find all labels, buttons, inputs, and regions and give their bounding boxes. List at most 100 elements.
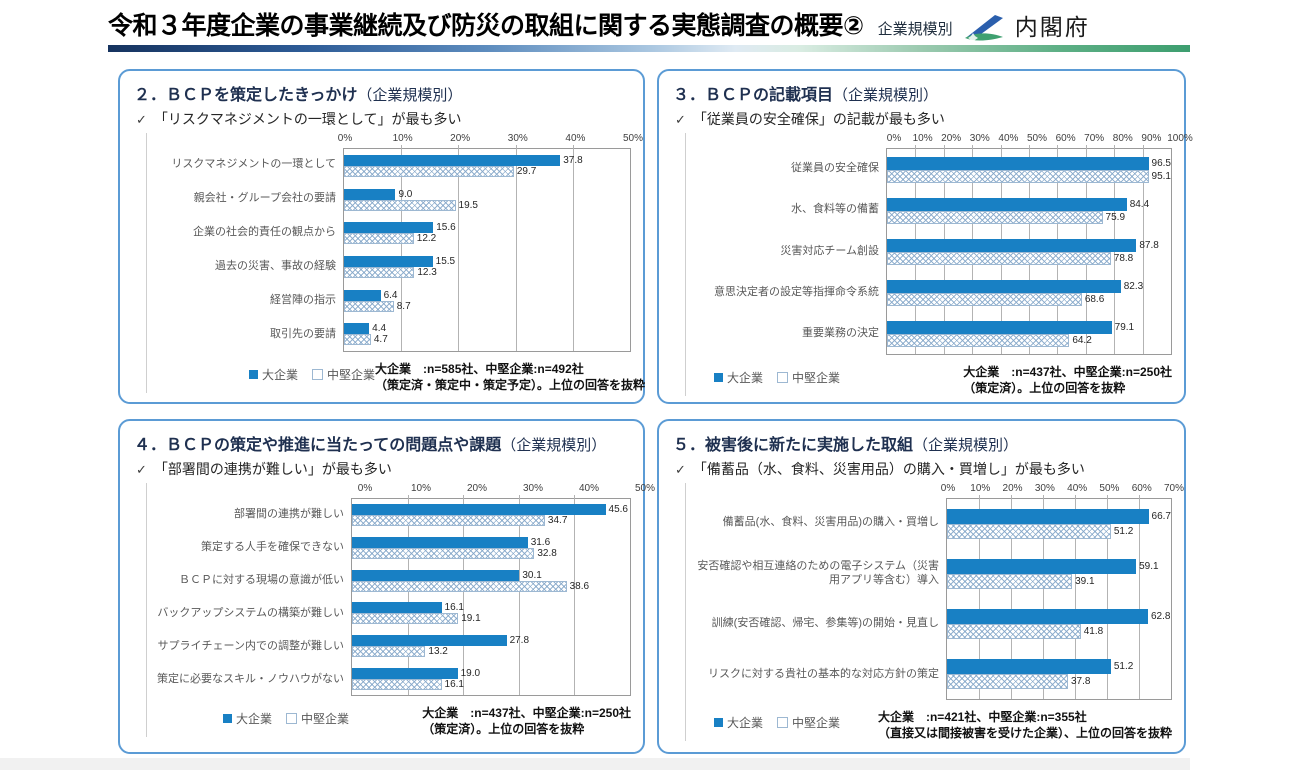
category-label: 重要業務の決定 [802, 327, 879, 340]
bar-row: 30.1 38.6 [352, 564, 630, 597]
legend-item: 大企業 [249, 366, 298, 383]
axis-tick-label: 50% [1099, 483, 1120, 494]
bar-large-company [947, 659, 1111, 674]
legend-swatch-mid-company [312, 369, 324, 380]
bar-value-label: 4.7 [373, 334, 388, 346]
axis-tick-label: 80% [1112, 133, 1133, 144]
bar-value-label: 34.7 [547, 515, 568, 527]
panel-heading: ２．ＢＣＰを策定したきっかけ（企業規模別） [134, 87, 463, 104]
axis-tick-labels: 0% 10% 20% 30% 40% 50% [338, 133, 643, 148]
bar-value-label: 84.4 [1129, 198, 1150, 210]
bar-large-company [947, 509, 1149, 524]
bar-large-company [352, 537, 528, 548]
bar-line: 95.1 [887, 169, 1171, 183]
chart-legend: 大企業 中堅企業 [223, 710, 349, 727]
legend-item: 中堅企業 [777, 369, 840, 386]
bar-row: 27.8 13.2 [352, 630, 630, 663]
axis-tick-label: 40% [565, 133, 586, 144]
bar-row: 31.6 32.8 [352, 532, 630, 565]
category-label: 企業の社会的責任の観点から [193, 226, 336, 239]
axis-tick-label: 0% [940, 483, 956, 494]
bar-value-label: 82.3 [1123, 280, 1144, 292]
category-labels: 部署間の連携が難しい 策定する人手を確保できない ＢＣＰに対する現場の意識が低い バッ… [157, 498, 351, 696]
category-label: 安否確認や相互連絡のための電子システム（災害用アプリ等含む）導入 [697, 560, 939, 586]
category-label: バックアップシステムの構築が難しい [157, 606, 344, 619]
bar-large-company [344, 255, 433, 267]
bar-value-label: 62.8 [1150, 611, 1171, 622]
bar-mid-company [947, 624, 1081, 639]
legend-item: 中堅企業 [286, 710, 349, 727]
bar-value-label: 19.5 [458, 199, 478, 211]
bar-mid-company [947, 574, 1073, 589]
bar-large-company [887, 320, 1112, 334]
axis-tick-label: 40% [578, 483, 600, 494]
bar-mid-company [352, 678, 442, 690]
bar-mid-company [887, 292, 1082, 306]
bar-line: 66.7 [947, 509, 1171, 524]
sample-size-note: 大企業 :n=437社、中堅企業:n=250社 （策定済）。上位の回答を抜粋 [422, 706, 631, 736]
bar-large-company [947, 609, 1148, 624]
panels-grid: ２．ＢＣＰを策定したきっかけ（企業規模別） ✓ 「リスクマネジメントの一環として」… [108, 69, 1193, 754]
bar-value-label: 75.9 [1105, 211, 1126, 223]
axis-tick-label: 20% [1002, 483, 1023, 494]
bar-row: 15.5 12.3 [344, 250, 630, 284]
bar-row: 4.4 4.7 [344, 317, 630, 351]
checkmark-icon: ✓ [675, 112, 686, 127]
bar-value-label: 29.7 [516, 165, 537, 177]
org-name: 内閣府 [1014, 14, 1090, 40]
checkmark-icon: ✓ [675, 462, 686, 477]
bar-line: 19.0 [352, 667, 630, 679]
plot-wrap: 部署間の連携が難しい 策定する人手を確保できない ＢＣＰに対する現場の意識が低い バッ… [157, 495, 631, 696]
bar-value-label: 31.6 [530, 537, 551, 548]
bar-large-company [344, 289, 381, 301]
axis-tick-label: 90% [1141, 133, 1162, 144]
bar-large-company [352, 504, 606, 516]
axis-tick-label: 10% [912, 133, 933, 144]
bar-row: 96.5 95.1 [887, 149, 1171, 190]
axis-tick-label: 60% [1055, 133, 1076, 144]
bar-value-label: 39.1 [1075, 576, 1095, 587]
bar-large-company [344, 222, 434, 234]
bar-value-label: 78.8 [1113, 252, 1134, 264]
bar-value-label: 9.0 [398, 188, 413, 200]
bar-line: 19.1 [352, 613, 630, 625]
category-labels: 従業員の安全確保 水、食料等の備蓄 災害対応チーム創設 意思決定者の設定等指揮命令系統… [696, 148, 886, 355]
chart-legend: 大企業 中堅企業 [714, 714, 840, 731]
gridline [401, 145, 403, 351]
axis-tick-label: 40% [998, 133, 1019, 144]
bar-value-label: 45.6 [608, 504, 628, 516]
axis-tick-label: 70% [1084, 133, 1105, 144]
plot-area: 96.5 95.1 84.4 75.9 87.8 78.8 82.3 68.6 79.1 64.2 [886, 145, 1172, 355]
legend-label: 大企業 [262, 368, 299, 382]
gridline [1011, 495, 1012, 699]
bar-large-company [352, 635, 507, 647]
bar-chart-post-damage-actions: 0% 10% 20% 30% 40% 50% 60% 70% 備蓄品(水、食料、災害用品)の購入… [696, 483, 1184, 700]
bar-row: 37.8 29.7 [344, 149, 630, 183]
bar-line: 16.1 [352, 678, 630, 690]
bar-mid-company [344, 300, 394, 312]
bar-value-label: 66.7 [1151, 511, 1171, 522]
chart-legend: 大企業 中堅企業 [249, 366, 375, 383]
category-label: 意思決定者の設定等指揮命令系統 [714, 286, 879, 299]
bar-large-company [352, 602, 442, 614]
bar-large-company [352, 667, 458, 679]
bar-line: 32.8 [352, 548, 630, 559]
chart-frame: 0% 10% 20% 30% 40% 50% 60% 70% 備蓄品(水、食料、災害用品)の購入… [685, 483, 1184, 742]
legend-swatch-large-company [223, 714, 232, 723]
bar-value-label: 38.6 [569, 580, 590, 592]
bar-mid-company [344, 233, 414, 245]
category-label: 過去の災害、事故の経験 [215, 260, 336, 273]
page-title: 令和３年度企業の事業継続及び防災の取組に関する実態調査の概要② [108, 12, 864, 40]
bar-line: 13.2 [352, 646, 630, 658]
axis-tick-label: 20% [466, 483, 488, 494]
bar-line: 45.6 [352, 504, 630, 516]
panel-bcp-problems: ４．ＢＣＰの策定や推進に当たっての問題点や課題（企業規模別） ✓ 「部署間の連携が… [118, 419, 655, 754]
axis-tick-label: 70% [1163, 483, 1185, 494]
sample-size-note: 大企業 :n=585社、中堅企業:n=492社 （策定済・策定中・策定予定）。上… [375, 362, 646, 392]
category-label: 従業員の安全確保 [791, 161, 879, 174]
bar-value-label: 79.1 [1114, 321, 1135, 333]
bar-mid-company [352, 646, 426, 658]
chart-legend: 大企業 中堅企業 [714, 369, 840, 386]
panel-bcp-trigger: ２．ＢＣＰを策定したきっかけ（企業規模別） ✓ 「リスクマネジメントの一環として」… [118, 69, 645, 404]
axis-tick-label: 30% [507, 133, 528, 144]
